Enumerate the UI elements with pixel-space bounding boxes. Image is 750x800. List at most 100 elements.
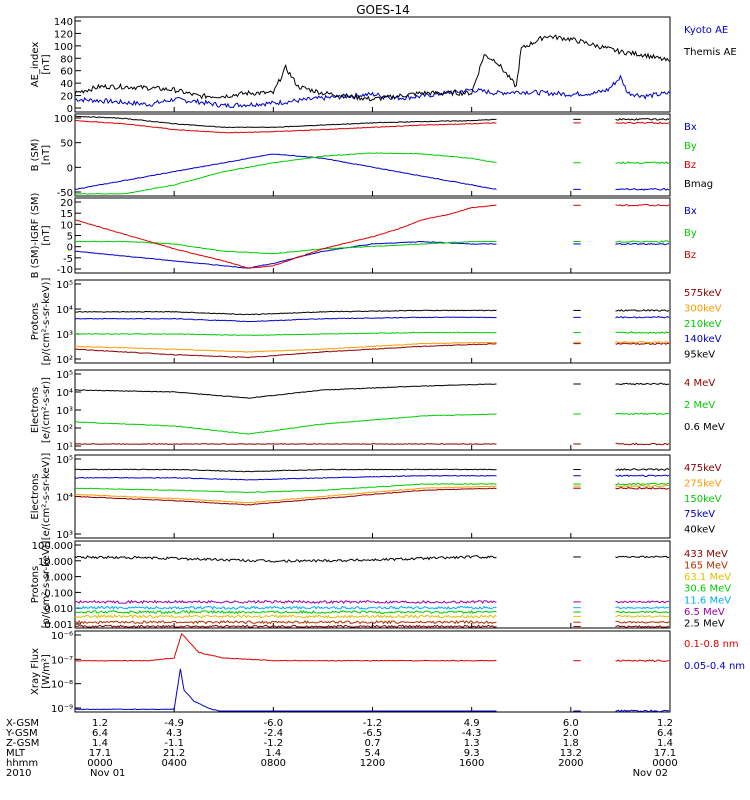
- y-tick-label: 20: [60, 92, 73, 103]
- y-axis-label: Xray Flux: [30, 648, 41, 695]
- x-axis-row-label: 2010: [6, 768, 31, 779]
- y-tick-label: 10⁻⁷: [51, 655, 73, 666]
- x-axis-value: 17.1: [89, 748, 111, 759]
- y-tick-label: 10³: [56, 406, 73, 417]
- series-line: [75, 605, 497, 610]
- y-axis-label: B (SM)-IGRF (SM): [30, 193, 41, 279]
- series-line-segment: [615, 468, 670, 471]
- x-axis-table: X-GSM 1.2 -4.9 -6.0 -1.2 4.9 6.0 1.2 Y-GSM 6.4 4.3…: [5, 718, 678, 779]
- legend-label: 40keV: [684, 525, 715, 536]
- legend-label: Bz: [684, 160, 696, 171]
- y-tick-label: 5: [67, 232, 73, 243]
- y-axis-label: Electrons: [30, 473, 41, 519]
- x-axis-value: -6.0: [264, 718, 284, 729]
- y-tick-label: 10⁴: [56, 388, 73, 399]
- y-tick-label: 10¹: [56, 442, 73, 453]
- y-tick-label: 120: [54, 29, 73, 40]
- x-axis-value: 2.0: [563, 728, 579, 739]
- legend-label: 210keV: [684, 319, 722, 330]
- y-tick-label: -5: [63, 254, 73, 265]
- legend-label: Bx: [684, 122, 697, 133]
- x-axis-value: 6.0: [563, 718, 579, 729]
- y-tick-label: 10²: [56, 424, 73, 435]
- y-tick-label: 100: [54, 42, 73, 53]
- y-tick-label: 10⁻⁸: [51, 680, 73, 691]
- x-axis-value: 1.4: [92, 738, 108, 749]
- series-line-segment: [615, 614, 670, 618]
- legend-label: Kyoto AE: [684, 25, 728, 36]
- y-tick-label: 10⁻⁹: [51, 704, 73, 715]
- y-tick-label: 0: [67, 163, 73, 174]
- panel-8: 10⁻⁶ 10⁻⁷ 10⁻⁸ 10⁻⁹ Xray Flux [W/m²] 0.1-0.8 n…: [30, 630, 745, 715]
- x-axis-value: Nov 02: [633, 768, 668, 779]
- x-axis-value: 4.3: [166, 728, 182, 739]
- x-axis-row-label: Y-GSM: [5, 728, 38, 739]
- series-line: [74, 119, 497, 134]
- series-line-segment: [615, 342, 670, 346]
- series-line-segment: [615, 709, 670, 713]
- y-tick-label: 20: [60, 198, 73, 209]
- series-line: [75, 487, 497, 506]
- x-axis-value: 4.9: [464, 718, 480, 729]
- y-tick-label: 50: [60, 139, 73, 150]
- y-axis-label: Electrons: [30, 387, 41, 433]
- x-axis-value: 6.4: [657, 728, 673, 739]
- y-tick-label: 10²: [56, 355, 73, 366]
- legend-label: 0.05-0.4 nm: [684, 661, 745, 672]
- x-axis-value: 21.2: [163, 748, 185, 759]
- legend-label: 275keV: [684, 478, 722, 489]
- x-axis-value: 0000: [87, 758, 112, 769]
- y-tick-label: 60: [60, 67, 73, 78]
- series-line: [74, 619, 497, 625]
- series-line: [74, 34, 671, 102]
- x-axis-value: 0000: [652, 758, 677, 769]
- series-line-segment: [615, 606, 670, 610]
- series-line: [75, 668, 497, 712]
- y-tick-label: 40: [60, 79, 73, 90]
- panel-7: 100.000 10.000 1.000 0.100 0.010 0.001 Protons…: [30, 540, 731, 631]
- series-line-segment: [615, 117, 670, 121]
- legend-label: 11.6 MeV: [684, 595, 731, 606]
- panel-frame: [74, 279, 671, 364]
- series-line: [74, 599, 497, 605]
- y-tick-label: 0.100: [44, 588, 73, 599]
- x-axis-value: 0.7: [365, 738, 381, 749]
- series-line-segment: [615, 620, 670, 624]
- series-line-segment: [615, 204, 670, 207]
- panel-frame: [74, 16, 671, 113]
- panel-frame: [74, 369, 671, 451]
- series-line: [74, 316, 497, 323]
- series-line: [75, 331, 497, 337]
- x-axis-value: Nov 01: [90, 768, 125, 779]
- series-line-segment: [615, 240, 670, 243]
- series-line: [75, 309, 497, 316]
- x-axis-value: 1.8: [563, 738, 579, 749]
- legend-label: By: [684, 141, 697, 152]
- y-axis-label: [W/m²]: [41, 654, 52, 689]
- series-line-segment: [615, 610, 670, 614]
- legend-label: 2 MeV: [684, 400, 715, 411]
- series-line: [74, 485, 497, 504]
- series-line: [74, 115, 497, 129]
- series-line-segment: [615, 382, 670, 386]
- x-axis-value: -2.4: [264, 728, 284, 739]
- series-line-segment: [615, 121, 670, 125]
- legend-label: 165 MeV: [684, 561, 728, 572]
- x-axis-value: 17.1: [654, 748, 676, 759]
- legend-label: 75keV: [684, 509, 715, 520]
- y-tick-label: 10⁵: [56, 280, 73, 291]
- x-axis-value: 1.2: [92, 718, 108, 729]
- panel-6: 10⁵ 10⁴ 10³ Electrons [e/(cm²-s-sr-keV)] 475k…: [30, 453, 722, 541]
- series-line: [74, 483, 497, 494]
- y-axis-label: [e/(cm²-s-sr)]: [41, 377, 52, 443]
- legend-label: By: [684, 228, 697, 239]
- legend-label: 140keV: [684, 334, 722, 345]
- y-axis-label: [nT]: [41, 225, 52, 245]
- legend-label: 6.5 MeV: [684, 607, 725, 618]
- y-tick-label: 15: [60, 209, 73, 220]
- y-tick-label: 10⁵: [56, 370, 73, 381]
- y-axis-label: Protons: [30, 303, 41, 340]
- legend-label: Themis AE: [683, 47, 737, 58]
- panel-4: 10⁵ 10⁴ 10³ 10² Protons [p/(cm²-s-sr-keV)] 575…: [30, 278, 722, 366]
